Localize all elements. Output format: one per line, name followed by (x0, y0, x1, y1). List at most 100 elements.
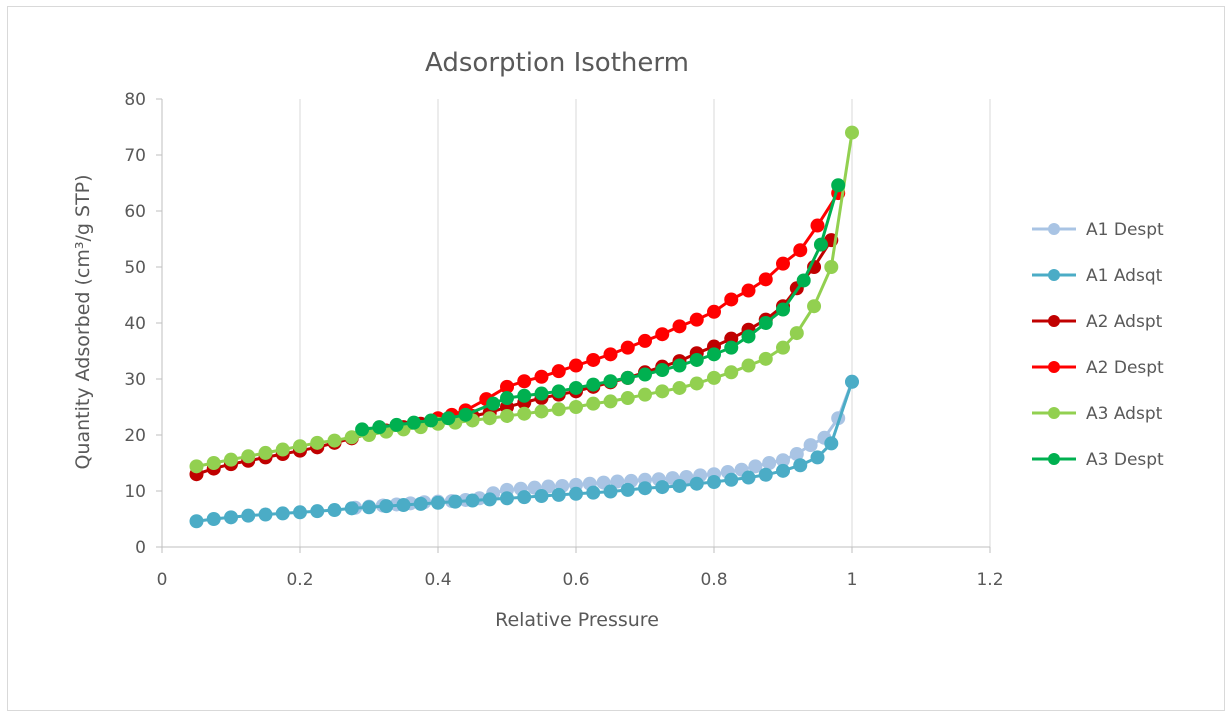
data-point (500, 379, 514, 394)
data-point (458, 407, 473, 422)
data-point (620, 370, 635, 385)
data-point (776, 256, 790, 271)
legend: A1 Despt A1 Adsqt A2 Adspt A2 Despt A3 Adspt… (1032, 220, 1164, 470)
data-point (586, 396, 601, 411)
data-point (569, 400, 583, 414)
data-point (689, 352, 704, 367)
data-point (741, 283, 756, 298)
data-point (424, 413, 439, 428)
data-point (258, 445, 273, 460)
data-point (441, 411, 456, 426)
data-point (672, 358, 687, 373)
data-point (707, 475, 721, 490)
data-point (603, 394, 618, 409)
data-point (293, 505, 307, 520)
data-point (845, 374, 859, 389)
y-tick-label: 20 (124, 426, 146, 446)
data-point (372, 420, 387, 435)
data-point (310, 435, 325, 450)
data-point (379, 499, 394, 514)
data-point (389, 417, 404, 432)
legend-item: A1 Despt (1032, 220, 1164, 240)
data-point (603, 347, 618, 362)
series-line (196, 239, 833, 476)
data-point (500, 491, 514, 506)
data-point (603, 484, 618, 499)
data-point (741, 329, 756, 344)
legend-marker (1048, 361, 1060, 373)
data-point (724, 292, 739, 307)
y-tick-label: 50 (124, 258, 146, 278)
legend-marker (1048, 453, 1060, 465)
data-point (189, 459, 204, 474)
data-point (741, 470, 756, 485)
data-point (793, 458, 808, 473)
data-point (776, 463, 790, 478)
data-point (310, 504, 325, 519)
x-tick-label: 1 (847, 570, 858, 590)
data-point (758, 467, 773, 482)
data-point (776, 340, 790, 355)
data-point (707, 370, 721, 385)
data-point (813, 237, 828, 252)
data-point (758, 272, 773, 287)
data-point (551, 384, 566, 399)
data-point (689, 376, 704, 391)
data-point (776, 453, 790, 468)
y-tick-label: 60 (124, 202, 146, 222)
data-point (724, 365, 739, 380)
data-point (517, 406, 532, 421)
data-point (789, 326, 804, 341)
legend-label: A1 Adsqt (1086, 266, 1163, 286)
data-point (586, 352, 601, 367)
series-a1-adsqt (189, 374, 859, 529)
data-point (569, 486, 583, 501)
data-point (655, 327, 670, 342)
legend-marker (1048, 223, 1060, 235)
data-point (672, 319, 687, 334)
data-point (206, 512, 221, 526)
data-point (224, 452, 238, 467)
y-tick-label: 0 (135, 538, 146, 558)
data-point (758, 351, 773, 366)
x-tick-label: 0.4 (424, 570, 451, 590)
x-tick-label: 0.6 (562, 570, 589, 590)
data-point (831, 178, 846, 193)
data-point (586, 377, 601, 392)
data-point (638, 367, 652, 382)
data-point (448, 494, 463, 509)
data-point (724, 340, 739, 355)
data-point (551, 487, 566, 502)
series-a1-despt (348, 374, 859, 515)
data-point (824, 436, 839, 451)
data-point (569, 380, 583, 395)
data-point (689, 476, 704, 491)
data-point (482, 492, 497, 507)
x-tick-label: 0.8 (700, 570, 727, 590)
data-point (762, 456, 777, 470)
data-point (327, 433, 342, 448)
data-point (796, 273, 811, 288)
data-point (500, 391, 514, 406)
data-point (569, 358, 583, 373)
data-point (396, 498, 411, 512)
data-point (655, 480, 670, 495)
data-point (638, 387, 652, 402)
data-point (534, 404, 549, 419)
y-tick-label: 10 (124, 482, 146, 502)
data-point (534, 489, 549, 504)
legend-label: A2 Despt (1086, 358, 1164, 378)
data-point (355, 422, 370, 437)
data-point (241, 449, 256, 464)
data-point (845, 125, 859, 140)
data-point (810, 450, 825, 465)
data-point (610, 474, 625, 489)
data-point (620, 391, 635, 406)
x-tick-label: 0.2 (286, 570, 313, 590)
legend-label: A3 Adspt (1086, 404, 1163, 424)
data-point (406, 415, 421, 430)
data-point (638, 333, 652, 348)
series-a3-despt (355, 178, 846, 437)
data-point (224, 510, 238, 525)
